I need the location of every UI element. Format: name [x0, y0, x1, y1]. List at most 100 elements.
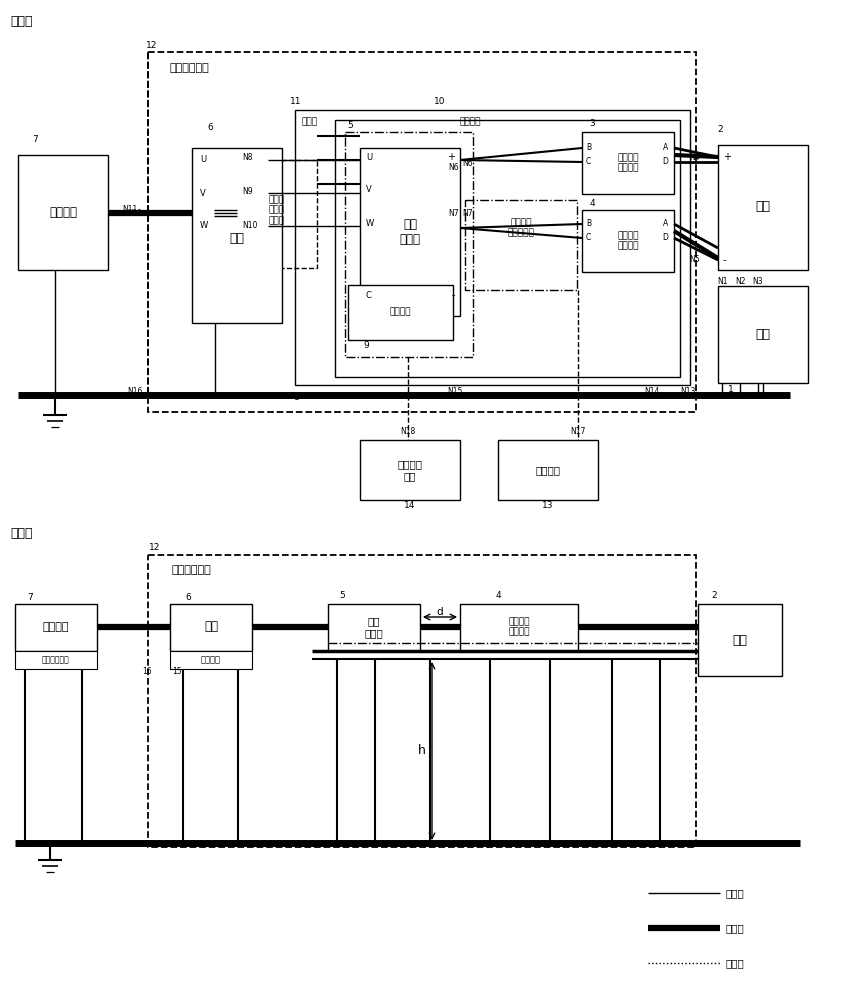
Text: N7: N7: [462, 210, 473, 219]
Text: 6: 6: [185, 592, 191, 601]
Bar: [148, 52, 696, 412]
Text: N11: N11: [127, 209, 143, 218]
Bar: [582, 210, 674, 272]
Text: 负载设备: 负载设备: [49, 206, 77, 219]
Text: 负载设备: 负载设备: [43, 622, 69, 632]
Text: N9: N9: [242, 188, 252, 196]
Bar: [718, 286, 808, 383]
Text: A: A: [663, 220, 668, 229]
Text: 测试设备: 测试设备: [536, 465, 561, 475]
Text: 负极人工
电源网络: 负极人工 电源网络: [508, 617, 530, 637]
Bar: [328, 604, 420, 651]
Text: +: +: [723, 152, 731, 162]
Bar: [18, 155, 108, 270]
Text: 3: 3: [589, 119, 595, 128]
Bar: [345, 132, 473, 357]
Text: V: V: [200, 188, 206, 198]
Text: 测试桌: 测试桌: [302, 117, 318, 126]
Text: -: -: [723, 255, 727, 265]
Text: 连接线: 连接线: [726, 888, 745, 898]
Text: -: -: [451, 290, 455, 300]
Text: N8: N8: [242, 153, 252, 162]
Text: 电源: 电源: [755, 200, 771, 214]
Text: 电机: 电机: [204, 620, 218, 634]
Bar: [192, 148, 282, 323]
Text: W: W: [200, 221, 208, 230]
Text: D: D: [662, 233, 668, 242]
Bar: [348, 285, 453, 340]
Text: C: C: [586, 157, 592, 166]
Text: 1: 1: [728, 385, 734, 394]
Bar: [465, 200, 577, 290]
Text: h: h: [418, 744, 426, 758]
Text: 6: 6: [208, 122, 213, 131]
Text: N18: N18: [400, 428, 416, 436]
Bar: [170, 604, 252, 651]
Text: 接地平板: 接地平板: [460, 117, 481, 126]
Text: C: C: [586, 233, 592, 242]
Text: 7: 7: [28, 592, 33, 601]
Bar: [148, 555, 696, 847]
Text: 16: 16: [142, 668, 152, 676]
Text: 12: 12: [149, 544, 161, 552]
Text: 电机
控制器: 电机 控制器: [400, 218, 420, 246]
Text: 直流线缆
电流钳位置: 直流线缆 电流钳位置: [508, 218, 535, 238]
Text: U: U: [200, 155, 206, 164]
Text: 5: 5: [347, 120, 353, 129]
Text: B: B: [586, 220, 592, 229]
Text: 15: 15: [172, 668, 182, 676]
Text: U: U: [366, 152, 372, 161]
Text: 10: 10: [434, 98, 446, 106]
Bar: [360, 440, 460, 500]
Text: N11: N11: [122, 206, 138, 215]
Bar: [360, 148, 460, 316]
Bar: [170, 651, 252, 669]
Bar: [15, 604, 97, 651]
Text: 8: 8: [293, 392, 299, 401]
Text: W: W: [366, 219, 375, 228]
Text: D: D: [662, 157, 668, 166]
Text: 4: 4: [589, 198, 595, 208]
Text: 电机控制
信号: 电机控制 信号: [398, 459, 423, 481]
Text: N13: N13: [680, 387, 696, 396]
Text: B: B: [586, 143, 592, 152]
Text: 13: 13: [542, 500, 554, 510]
Text: d: d: [437, 607, 443, 617]
Text: 电源: 电源: [733, 634, 747, 647]
Text: 电机: 电机: [230, 232, 245, 244]
Text: 电网: 电网: [755, 328, 771, 340]
Bar: [498, 440, 598, 500]
Text: N6: N6: [462, 159, 473, 168]
Text: N4: N4: [690, 153, 700, 162]
Text: N2: N2: [734, 277, 746, 286]
Text: N6: N6: [449, 163, 459, 172]
Text: 绝缘材料: 绝缘材料: [389, 308, 411, 316]
Text: N14: N14: [645, 387, 660, 396]
Text: N1: N1: [716, 277, 728, 286]
Text: 信号线: 信号线: [726, 958, 745, 968]
Text: N10: N10: [242, 221, 257, 230]
Text: N16: N16: [127, 387, 143, 396]
Text: N7: N7: [449, 209, 459, 218]
Text: 屏蔽室或暗室: 屏蔽室或暗室: [172, 565, 212, 575]
Text: 负极人工
电源网络: 负极人工 电源网络: [617, 231, 639, 251]
Bar: [237, 160, 317, 268]
Bar: [460, 604, 578, 651]
Text: 负载设备支架: 负载设备支架: [42, 656, 70, 664]
Text: 11: 11: [290, 98, 301, 106]
Bar: [698, 604, 782, 676]
Bar: [295, 110, 690, 385]
Text: 12: 12: [146, 40, 158, 49]
Text: 2: 2: [711, 591, 717, 600]
Text: V: V: [366, 186, 372, 194]
Text: 电机支架: 电机支架: [201, 656, 221, 664]
Text: 正极人工
电源网络: 正极人工 电源网络: [617, 153, 639, 173]
Text: +: +: [447, 152, 455, 162]
Bar: [335, 120, 680, 377]
Text: 4: 4: [495, 590, 501, 599]
Text: N3: N3: [753, 277, 764, 286]
Text: C: C: [366, 290, 372, 300]
Text: 屏蔽室或暗室: 屏蔽室或暗室: [170, 63, 210, 73]
Text: 俯视图: 俯视图: [10, 15, 33, 28]
Text: A: A: [663, 143, 668, 152]
